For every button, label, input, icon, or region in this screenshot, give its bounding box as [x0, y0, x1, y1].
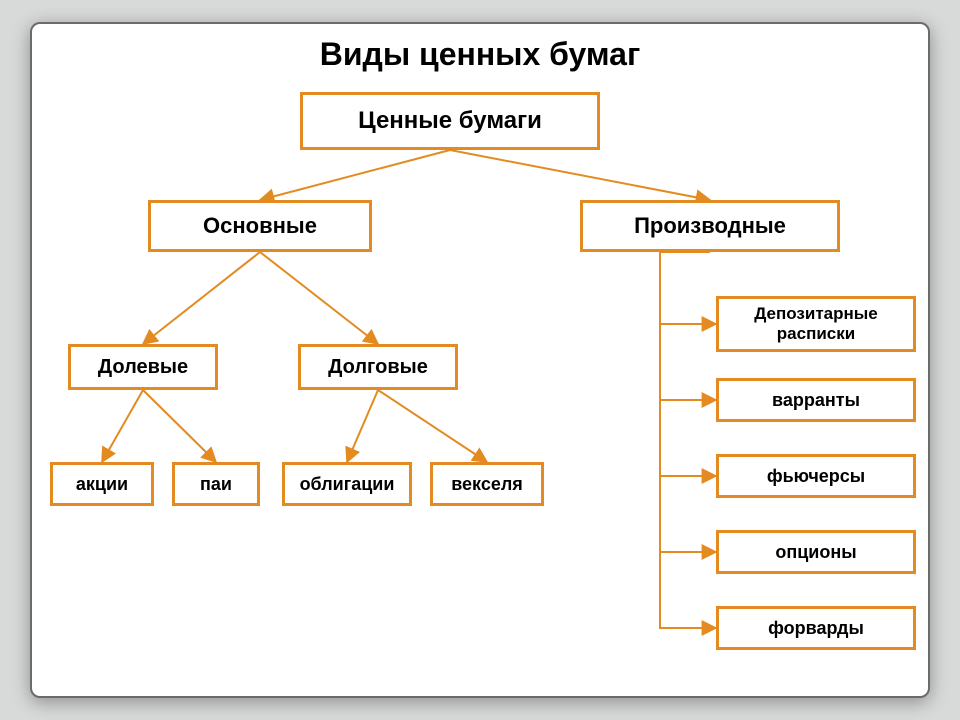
node-label: варранты	[772, 390, 860, 411]
node-label: форварды	[768, 618, 864, 639]
node-label: векселя	[451, 474, 523, 495]
node-bills: векселя	[430, 462, 544, 506]
node-debt: Долговые	[298, 344, 458, 390]
node-bonds: облигации	[282, 462, 412, 506]
node-root: Ценные бумаги	[300, 92, 600, 150]
node-label: фьючерсы	[767, 466, 865, 487]
node-units: паи	[172, 462, 260, 506]
diagram-title: Виды ценных бумаг	[30, 36, 930, 73]
node-options: опционы	[716, 530, 916, 574]
node-warrants: варранты	[716, 378, 916, 422]
node-futures: фьючерсы	[716, 454, 916, 498]
node-primary: Основные	[148, 200, 372, 252]
node-derivative: Производные	[580, 200, 840, 252]
node-label: облигации	[300, 474, 395, 495]
node-shares: акции	[50, 462, 154, 506]
node-dr: Депозитарные расписки	[716, 296, 916, 352]
node-label: Основные	[203, 213, 317, 238]
node-forwards: форварды	[716, 606, 916, 650]
node-label: акции	[76, 474, 128, 495]
node-label: паи	[200, 474, 232, 495]
node-label: Депозитарные расписки	[725, 304, 907, 343]
diagram-stage: Виды ценных бумаг Ценные бумаги Основные…	[0, 0, 960, 720]
node-label: Долговые	[328, 356, 428, 379]
node-label: Производные	[634, 213, 786, 238]
node-label: Ценные бумаги	[358, 107, 542, 135]
node-label: опционы	[775, 542, 856, 563]
node-equity: Долевые	[68, 344, 218, 390]
node-label: Долевые	[98, 356, 188, 379]
